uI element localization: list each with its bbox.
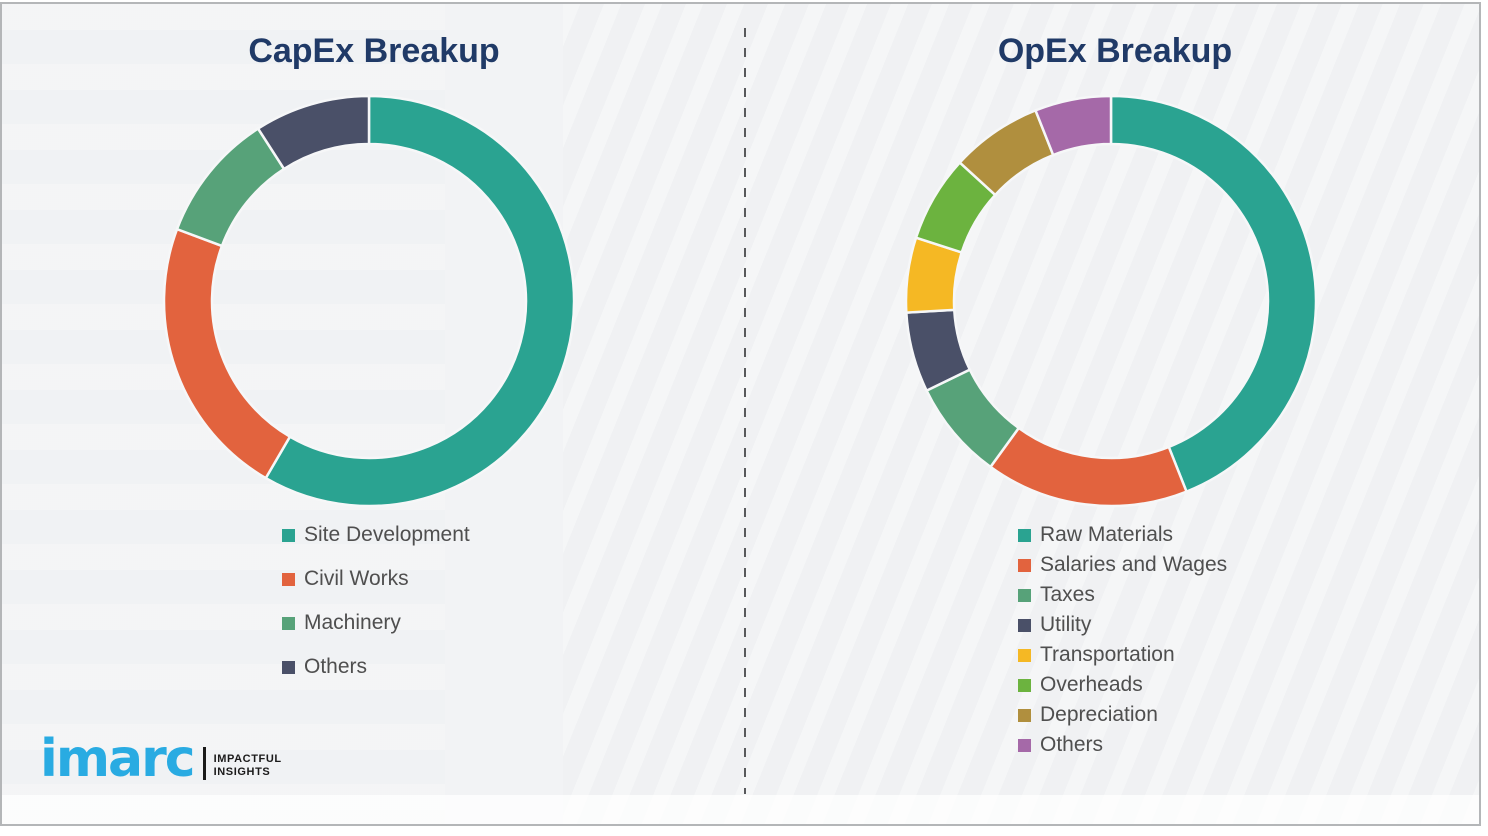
imarc-logo-text: imarc <box>40 729 196 789</box>
legend-swatch-icon <box>1018 528 1031 542</box>
legend-label: Civil Works <box>304 567 409 590</box>
legend-label: Site Development <box>304 523 470 546</box>
capex-donut-chart <box>162 94 576 508</box>
vertical-dashed-divider <box>744 28 746 794</box>
legend-item-transportation: Transportation <box>1018 640 1227 670</box>
legend-item-utility: Utility <box>1018 610 1227 640</box>
donut-segment-raw-materials <box>1109 94 1318 494</box>
legend-item-civil-works: Civil Works <box>282 557 470 601</box>
legend-swatch-icon <box>1018 648 1031 662</box>
legend-swatch-icon <box>282 616 295 630</box>
imarc-tagline-line2: INSIGHTS <box>213 765 271 778</box>
opex-legend: Raw Materials Salaries and Wages Taxes Util… <box>1018 520 1227 760</box>
donut-segment-others <box>256 94 371 171</box>
legend-swatch-icon <box>1018 588 1031 602</box>
legend-swatch-icon <box>1018 678 1031 692</box>
imarc-tagline-line1: IMPACTFUL <box>213 752 282 765</box>
legend-item-taxes: Taxes <box>1018 580 1227 610</box>
imarc-logo-divider-bar <box>202 746 206 780</box>
capex-title: CapEx Breakup <box>248 32 500 70</box>
donut-segment-site-development <box>264 94 576 508</box>
legend-item-raw-materials: Raw Materials <box>1018 520 1227 550</box>
donut-segment-civil-works <box>162 227 292 480</box>
legend-swatch-icon <box>282 660 295 674</box>
legend-label: Salaries and Wages <box>1040 553 1228 576</box>
legend-swatch-icon <box>1018 738 1031 752</box>
imarc-tagline: IMPACTFUL INSIGHTS <box>214 753 282 783</box>
legend-label: Transportation <box>1040 643 1175 666</box>
legend-swatch-icon <box>1018 558 1031 572</box>
legend-swatch-icon <box>282 528 295 542</box>
legend-label: Others <box>304 655 368 678</box>
legend-label: Machinery <box>304 611 401 634</box>
legend-item-depreciation: Depreciation <box>1018 700 1227 730</box>
opex-title: OpEx Breakup <box>997 32 1233 70</box>
legend-label: Others <box>1040 733 1104 756</box>
donut-segment-others <box>1033 94 1113 157</box>
background-bottom-band <box>2 795 1479 824</box>
legend-item-site-development: Site Development <box>282 513 470 557</box>
legend-label: Overheads <box>1040 673 1143 696</box>
legend-item-others: Others <box>1018 730 1227 760</box>
legend-label: Utility <box>1040 613 1092 636</box>
legend-item-others: Others <box>282 645 470 689</box>
legend-item-machinery: Machinery <box>282 601 470 645</box>
capex-legend: Site Development Civil Works Machinery Othe… <box>282 513 470 689</box>
legend-label: Raw Materials <box>1040 523 1174 546</box>
legend-swatch-icon <box>282 572 295 586</box>
donut-segment-salaries-and-wages <box>988 426 1189 508</box>
opex-donut-chart <box>904 94 1318 508</box>
legend-swatch-icon <box>1018 708 1031 722</box>
legend-item-overheads: Overheads <box>1018 670 1227 700</box>
legend-label: Taxes <box>1040 583 1095 606</box>
legend-item-salaries-and-wages: Salaries and Wages <box>1018 550 1227 580</box>
legend-label: Depreciation <box>1040 703 1158 726</box>
imarc-logo: imarc IMPACTFUL INSIGHTS <box>40 729 282 789</box>
legend-swatch-icon <box>1018 618 1031 632</box>
